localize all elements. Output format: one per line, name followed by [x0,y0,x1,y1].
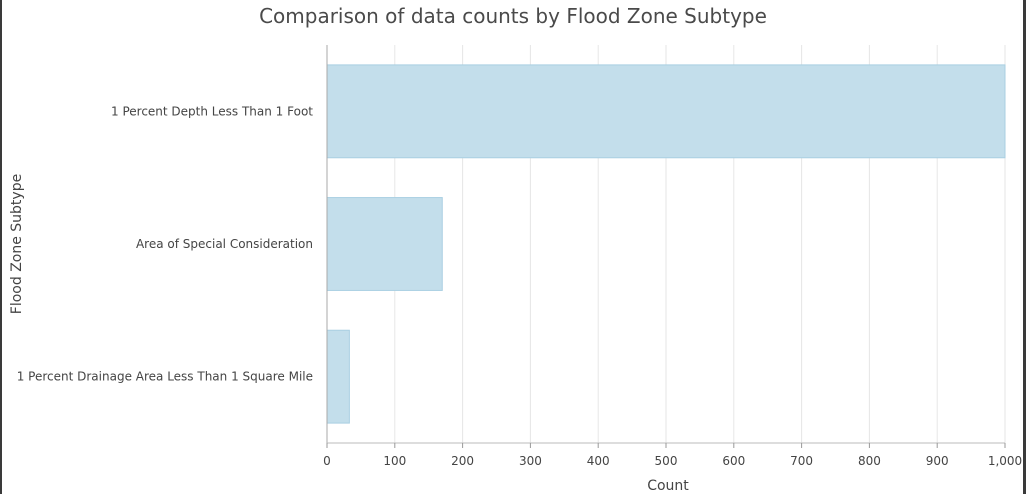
bar[interactable] [326,197,443,291]
bar[interactable] [326,329,350,424]
x-tick-label: 200 [451,454,474,468]
category-label: 1 Percent Depth Less Than 1 Foot [111,104,313,118]
category-label: Area of Special Consideration [136,237,313,251]
x-axis-title: Count [647,478,689,494]
x-tick-label: 300 [519,454,542,468]
chart-title: Comparison of data counts by Flood Zone … [259,4,767,28]
category-label: 1 Percent Drainage Area Less Than 1 Squa… [17,370,313,384]
x-tick-label: 1,000 [988,454,1022,468]
x-tick-label: 0 [323,454,331,468]
window-left-border [0,0,2,494]
x-tick-label: 500 [655,454,678,468]
y-axis-categories: 1 Percent Depth Less Than 1 Foot Area of … [17,104,314,383]
x-tick-label: 600 [722,454,745,468]
bars [326,64,1006,424]
window-right-border [1023,0,1026,494]
y-axis-title: Flood Zone Subtype [9,174,25,314]
bar[interactable] [326,64,1006,159]
x-axis-ticks: 0 100 200 300 400 500 600 700 800 900 1,000 [323,443,1022,468]
x-tick-label: 800 [858,454,881,468]
x-tick-label: 700 [790,454,813,468]
x-tick-label: 100 [383,454,406,468]
x-tick-label: 400 [587,454,610,468]
x-tick-label: 900 [926,454,949,468]
